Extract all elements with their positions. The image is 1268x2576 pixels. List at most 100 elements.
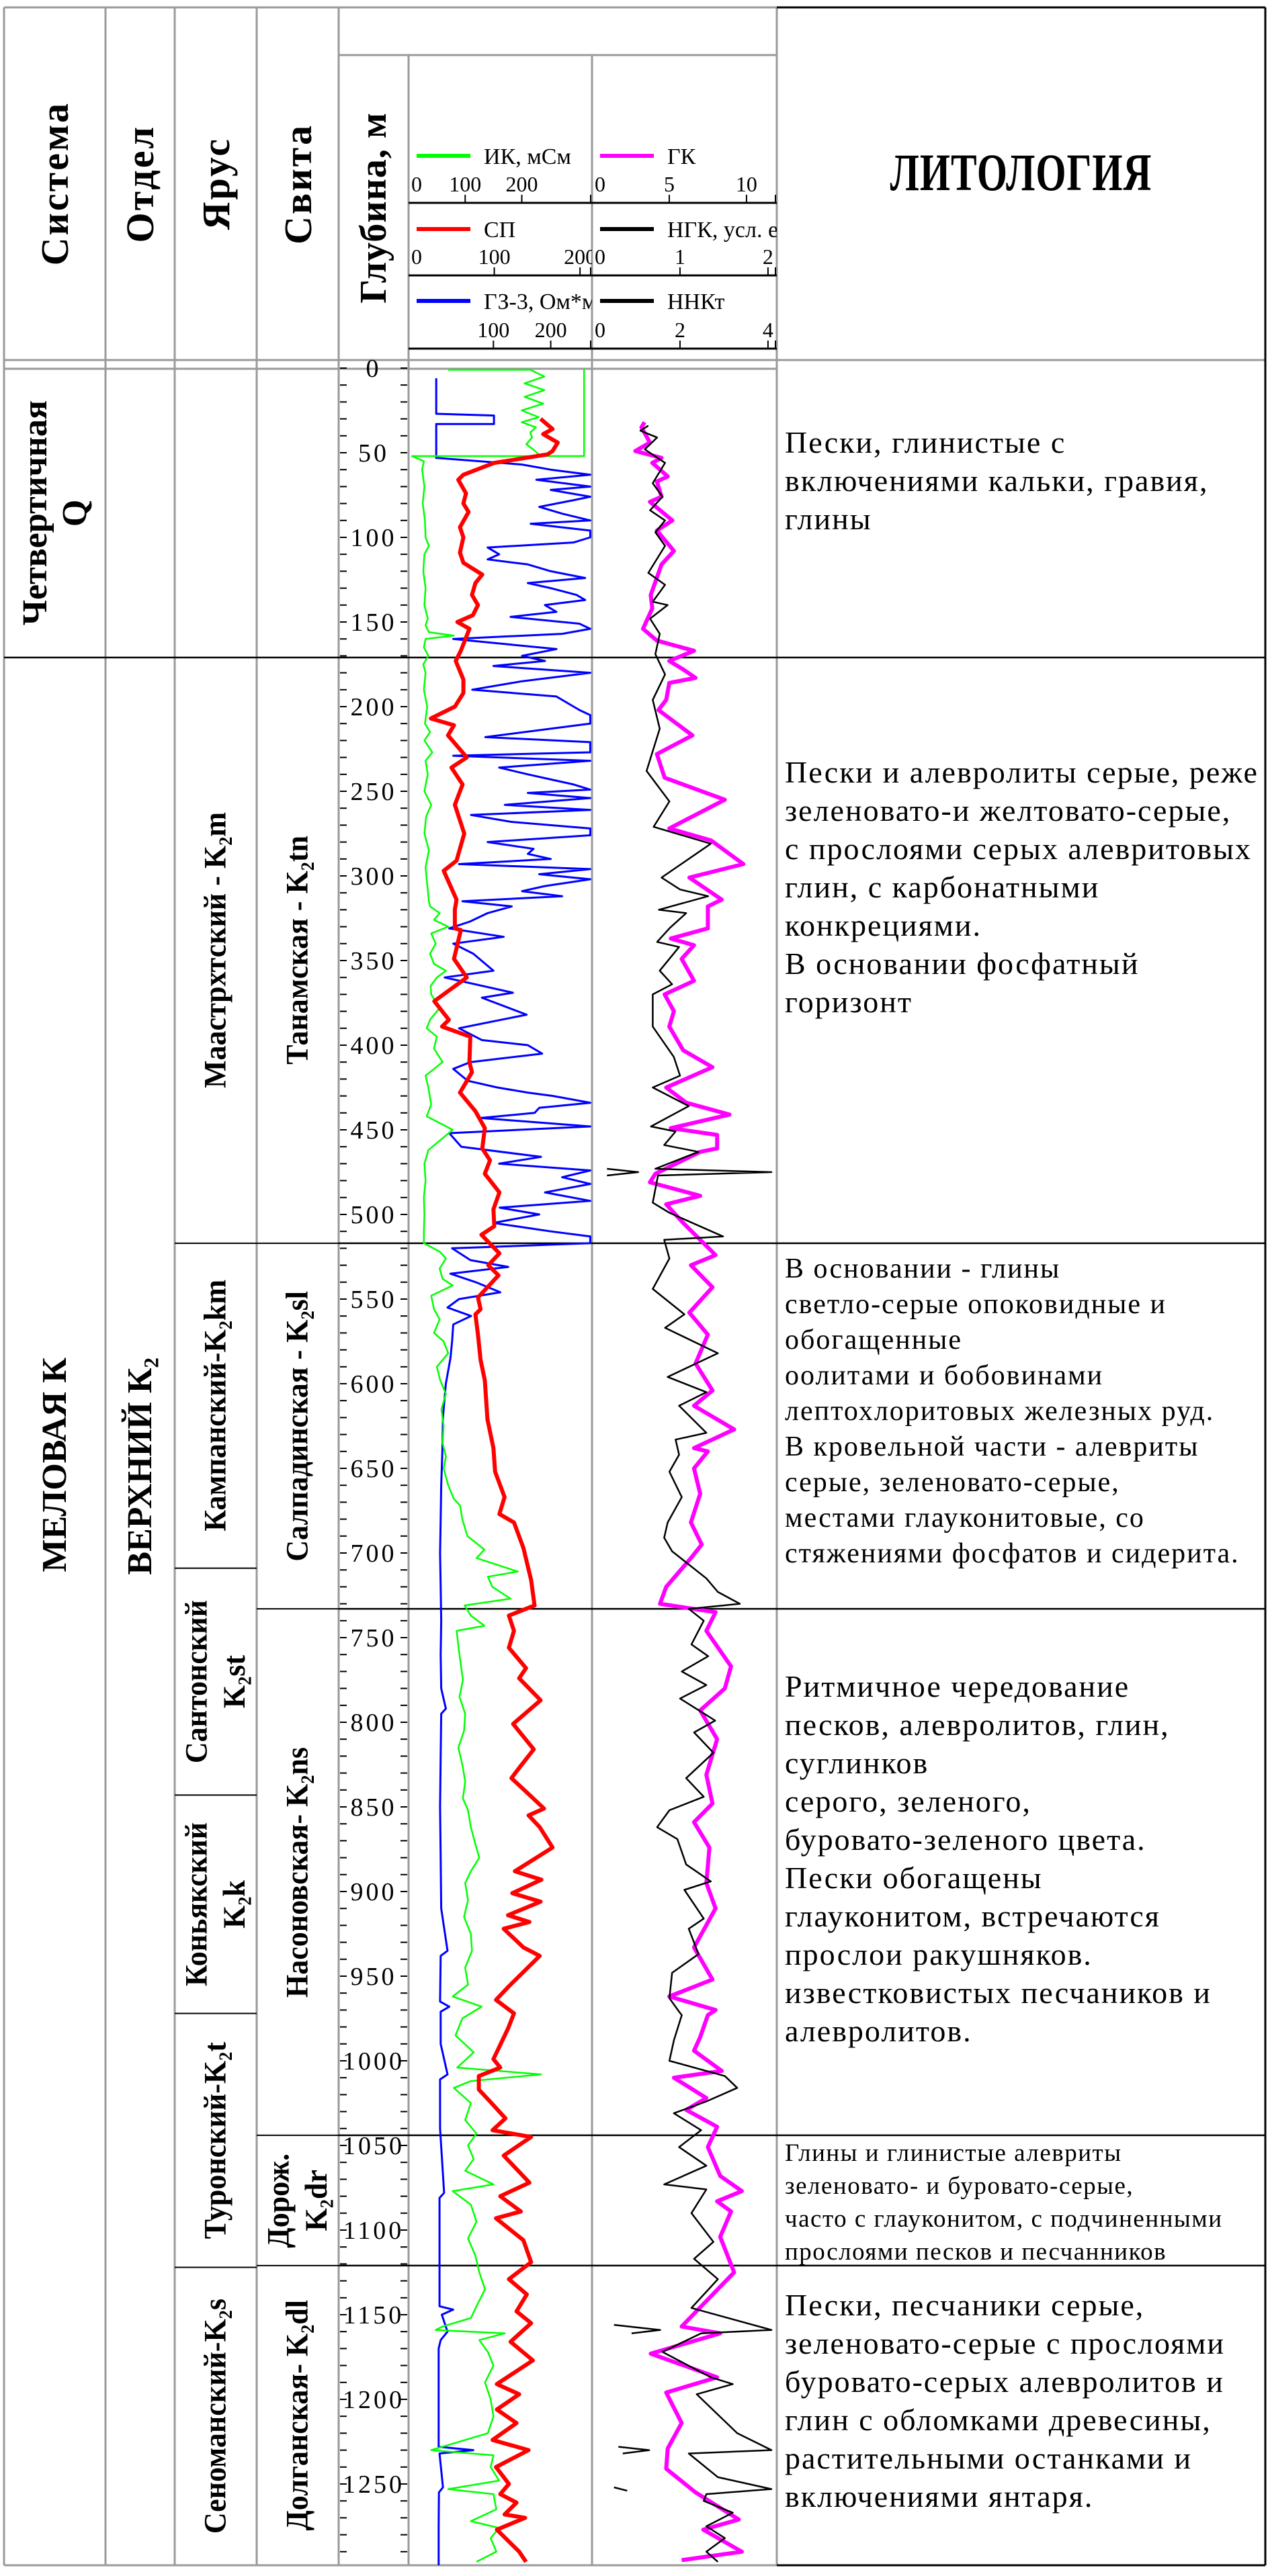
- legend-tick-label: 0: [595, 245, 605, 269]
- legend-tick-label: 4: [763, 318, 773, 342]
- lithology-line: глин, с карбонатными: [785, 869, 1100, 904]
- system-label-line: Q: [55, 499, 94, 527]
- stage-cell: Туронский-K₂t: [175, 2014, 257, 2266]
- formation-cell: Дорож. K₂dr: [257, 2137, 339, 2264]
- legend-label: ИК, мСм: [484, 144, 571, 169]
- lithology-line: местами глауконитовые, со: [785, 1502, 1145, 1534]
- legend-tick-label: 0: [411, 172, 422, 196]
- stage-label-line: K₂k: [217, 1879, 252, 1928]
- legend-ngk: НГК, усл. е 0 1 2: [592, 218, 777, 277]
- legend-tick-label: 5: [664, 172, 675, 196]
- stage-label-line: Маастрхтский - K₂m: [198, 812, 233, 1089]
- lithology-line: глин с обломками древесины,: [785, 2402, 1212, 2437]
- lithology-description: Пески, глинистые с включениями кальки, гр…: [777, 369, 1265, 656]
- formation-label-line: Танамская - K₂tn: [280, 836, 315, 1065]
- header-system: Система: [4, 7, 105, 360]
- lithology-line: суглинков: [785, 1746, 929, 1781]
- curve-ik: [448, 369, 546, 457]
- depth-label: 100: [351, 524, 397, 552]
- formation-cell: Долганская- K₂dl: [257, 2267, 339, 2564]
- formation-label-line: Салпадинская - K₂sl: [280, 1290, 315, 1562]
- strat-boundaries: [4, 656, 1265, 2268]
- curve-nnkt: [614, 2323, 661, 2334]
- formation-cell: Танамская - K₂tn: [257, 659, 339, 1242]
- stage-cell: Маастрхтский - K₂m: [175, 659, 257, 1242]
- lithology-line: Ритмичное чередование: [785, 1669, 1130, 1704]
- lithology-line: часто с глауконитом, с подчиненными: [785, 2205, 1223, 2233]
- lithology-line: прослоями песков и песчанников: [785, 2237, 1167, 2266]
- formation-label: Долганская- K₂dl: [279, 2300, 317, 2531]
- legend-label: ННКт: [667, 290, 724, 314]
- depth-label: 1050: [343, 2132, 405, 2160]
- lithology-line: горизонт: [785, 984, 913, 1019]
- depth-label: 450: [351, 1116, 397, 1145]
- stage-label: Коньякский K₂k: [177, 1822, 253, 1986]
- lithology-line: растительными останками и: [785, 2440, 1192, 2475]
- depth-label: 250: [351, 778, 397, 806]
- legend-tick-label: 100: [477, 318, 509, 342]
- header-formation: Свита: [257, 7, 339, 360]
- header-depth-label: Глубина, м: [353, 112, 394, 304]
- depth-label: 200: [351, 693, 397, 721]
- legend-tick-label: 200: [535, 318, 567, 342]
- lithology-line: Пески, песчаники серые,: [785, 2287, 1145, 2322]
- legend-tick-label: 0: [411, 245, 422, 269]
- legend-tick-label: 1: [675, 245, 685, 269]
- formation-label: Дорож. K₂dr: [259, 2153, 335, 2248]
- stage-label: Сантонский K₂st: [177, 1600, 253, 1763]
- depth-label: 800: [351, 1709, 397, 1737]
- depth-label: 600: [351, 1370, 397, 1398]
- lithology-line: В основании фосфатный: [785, 946, 1140, 981]
- legend-tick-label: 10: [736, 172, 757, 196]
- system-cell: МЕЛОВАЯ К: [4, 659, 105, 2564]
- department-label-line: ВЕРХНИЙ К₂: [121, 1357, 159, 1575]
- header-department: Отдел: [105, 7, 175, 360]
- lithology-line: буровато-зеленого цвета.: [785, 1822, 1146, 1857]
- table-frame: [3, 6, 1265, 2567]
- stage-label: Кампанский-K₂km: [197, 1280, 235, 1531]
- legend-gk: ГК 0 5 10: [592, 144, 777, 204]
- system-label: МЕЛОВАЯ К: [35, 1358, 75, 1572]
- header-lithology-label: ЛИТОЛОГИЯ: [890, 142, 1152, 202]
- lithology-line: В основании - глины: [785, 1253, 1061, 1284]
- curve-gz: [435, 378, 591, 2565]
- lithology-line: стяжениями фосфатов и сидерита.: [785, 1538, 1240, 1569]
- legend-label: ГЗ-3, Ом*м: [484, 290, 596, 314]
- stage-cell: Сантонский K₂st: [175, 1570, 257, 1794]
- depth-label: 400: [351, 1032, 397, 1060]
- lithology-line: конкрециями.: [785, 907, 982, 942]
- legend-sp: СП 0 100 200: [409, 218, 592, 277]
- lithology-line: включениями кальки, гравия,: [785, 463, 1209, 498]
- depth-label: 0: [366, 355, 382, 383]
- legend-gz: ГЗ-3, Ом*м 100 200: [409, 290, 596, 350]
- lithology-line: Пески обогащены: [785, 1861, 1043, 1896]
- stage-label: Маастрхтский - K₂m: [197, 812, 235, 1088]
- stage-label-line: Сантонский: [179, 1599, 214, 1764]
- curve-gk: [633, 421, 746, 2563]
- lithology-line: зеленовато-и желтовато-серые,: [785, 793, 1232, 828]
- legend-label: ГК: [667, 144, 696, 169]
- lithology-line: известковистых песчаников и: [785, 1975, 1212, 2010]
- lithology-line: В кровельной части - алевриты: [785, 1431, 1199, 1462]
- depth-label: 1000: [343, 2047, 405, 2076]
- lithology-line: с прослоями серых алевритовых: [785, 831, 1253, 866]
- formation-label: Насоновская- K₂ns: [279, 1747, 317, 1998]
- header-lithology: ЛИТОЛОГИЯ: [777, 7, 1265, 337]
- lithology-line: серого, зеленого,: [785, 1784, 1031, 1819]
- curve-sp: [429, 417, 560, 2563]
- stage-label: Туронский-K₂t: [197, 2042, 235, 2239]
- lithology-line: лептохлоритовых железных руд.: [785, 1395, 1215, 1427]
- lithology-frame: [777, 6, 1267, 2567]
- depth-label: 50: [358, 439, 389, 468]
- depth-label: 700: [351, 1540, 397, 1568]
- lithology-line: алевролитов.: [785, 2014, 972, 2049]
- lithology-line: включениями янтаря.: [785, 2479, 1094, 2514]
- stage-label-line: Коньякский: [179, 1822, 214, 1986]
- legend-tick-label: 200: [506, 172, 538, 196]
- lithology-line: серые, зеленовато-серые,: [785, 1466, 1120, 1498]
- legend-tick-label: 2: [675, 318, 685, 342]
- stage-label-line: Туронский-K₂t: [198, 2041, 233, 2239]
- stage-cell: Сеноманский-K₂s: [175, 2268, 257, 2564]
